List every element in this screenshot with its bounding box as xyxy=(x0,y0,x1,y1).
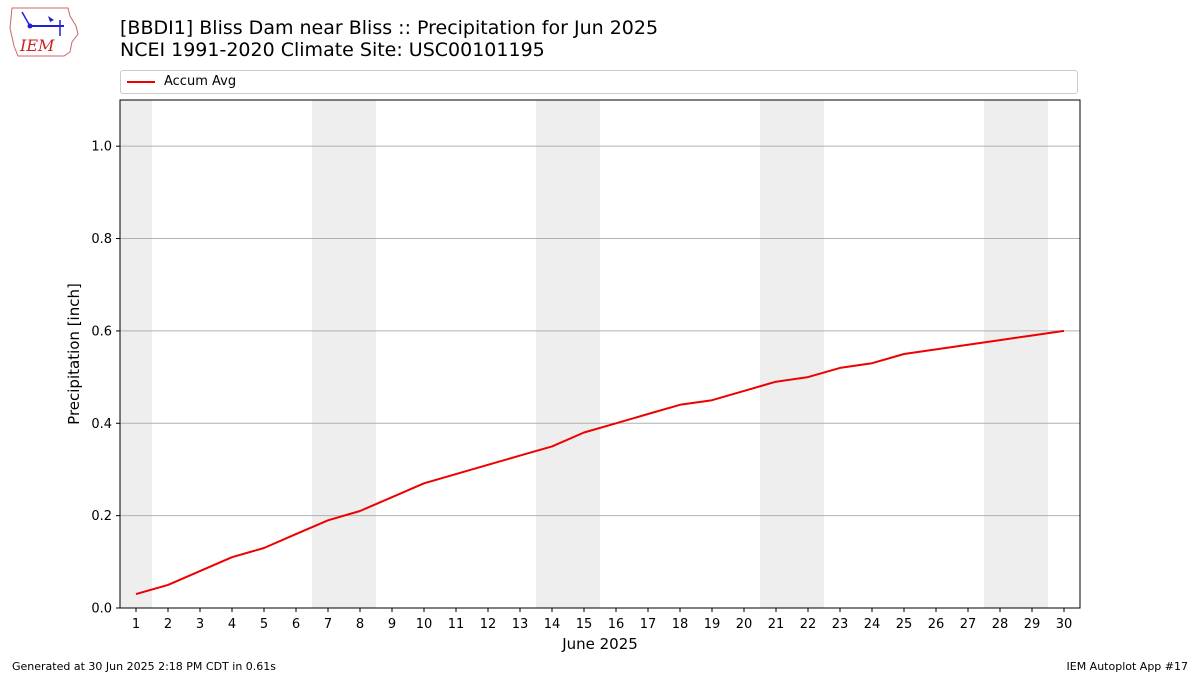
chart-title-block: [BBDI1] Bliss Dam near Bliss :: Precipit… xyxy=(120,17,658,61)
weekend-band-day-1 xyxy=(120,100,152,608)
x-tick-label: 30 xyxy=(1056,617,1073,632)
app-id: IEM Autoplot App #17 xyxy=(1066,660,1189,673)
x-tick-label: 11 xyxy=(448,617,465,632)
x-tick-label: 16 xyxy=(608,617,625,632)
weekend-band-day-22 xyxy=(792,100,824,608)
x-tick-label: 13 xyxy=(512,617,529,632)
legend-label-accum-avg: Accum Avg xyxy=(164,74,237,89)
y-tick-label: 0.6 xyxy=(91,324,112,339)
x-tick-label: 27 xyxy=(960,617,977,632)
logo-text: IEM xyxy=(19,36,55,55)
y-tick-label: 0.4 xyxy=(91,417,112,432)
x-tick-label: 15 xyxy=(576,617,593,632)
x-tick-label: 9 xyxy=(388,617,396,632)
series-line-accum-avg xyxy=(135,329,1065,596)
iem-iowa-logo-icon: IEM xyxy=(9,7,79,57)
x-tick-label: 26 xyxy=(928,617,945,632)
weekend-band-day-21 xyxy=(760,100,792,608)
y-axis: 0.0 0.2 0.4 0.6 0.8 1.0 xyxy=(91,140,120,617)
x-tick-label: 8 xyxy=(356,617,364,632)
y-tick-label: 0.8 xyxy=(91,232,112,247)
legend-swatch-accum-avg xyxy=(127,81,155,83)
x-tick-label: 29 xyxy=(1024,617,1041,632)
y-tick-label: 0.0 xyxy=(91,602,112,617)
x-tick-label: 20 xyxy=(736,617,753,632)
x-tick-label: 1 xyxy=(132,617,140,632)
x-tick-label: 25 xyxy=(896,617,913,632)
x-tick-label: 19 xyxy=(704,617,721,632)
x-axis: 1 2 3 4 5 6 7 8 9 10 11 12 13 14 15 16 17 18 19 20 21 22 23 24 2… xyxy=(132,608,1072,632)
x-tick-label: 23 xyxy=(832,617,849,632)
x-tick-label: 17 xyxy=(640,617,657,632)
x-axis-label: June 2025 xyxy=(561,635,638,653)
x-tick-label: 2 xyxy=(164,617,172,632)
x-tick-label: 7 xyxy=(324,617,332,632)
y-axis-label: Precipitation [inch] xyxy=(65,283,83,425)
x-tick-label: 5 xyxy=(260,617,268,632)
weekend-band-day-14 xyxy=(536,100,568,608)
weekend-band-day-29 xyxy=(1016,100,1048,608)
x-tick-label: 4 xyxy=(228,617,236,632)
generated-timestamp: Generated at 30 Jun 2025 2:18 PM CDT in … xyxy=(12,660,277,673)
weekend-band-day-28 xyxy=(984,100,1016,608)
x-tick-label: 24 xyxy=(864,617,881,632)
weekend-band-day-15 xyxy=(568,100,600,608)
x-tick-label: 10 xyxy=(416,617,433,632)
chart-title: [BBDI1] Bliss Dam near Bliss :: Precipit… xyxy=(120,17,659,39)
chart-subtitle: NCEI 1991-2020 Climate Site: USC00101195 xyxy=(120,39,545,61)
x-tick-label: 6 xyxy=(292,617,300,632)
x-tick-label: 14 xyxy=(544,617,561,632)
weekend-band-day-7 xyxy=(312,100,344,608)
series-layer xyxy=(135,329,1065,596)
y-tick-label: 0.2 xyxy=(91,509,112,524)
x-tick-label: 22 xyxy=(800,617,817,632)
weekend-bands xyxy=(120,100,1048,608)
y-tick-label: 1.0 xyxy=(91,140,112,155)
weekend-band-day-8 xyxy=(344,100,376,608)
x-tick-label: 21 xyxy=(768,617,785,632)
x-tick-label: 3 xyxy=(196,617,204,632)
legend: Accum Avg xyxy=(120,70,1078,94)
x-tick-label: 28 xyxy=(992,617,1009,632)
plot-frame xyxy=(119,99,1081,609)
x-tick-label: 12 xyxy=(480,617,497,632)
iem-logo: IEM xyxy=(8,6,80,60)
x-tick-label: 18 xyxy=(672,617,689,632)
